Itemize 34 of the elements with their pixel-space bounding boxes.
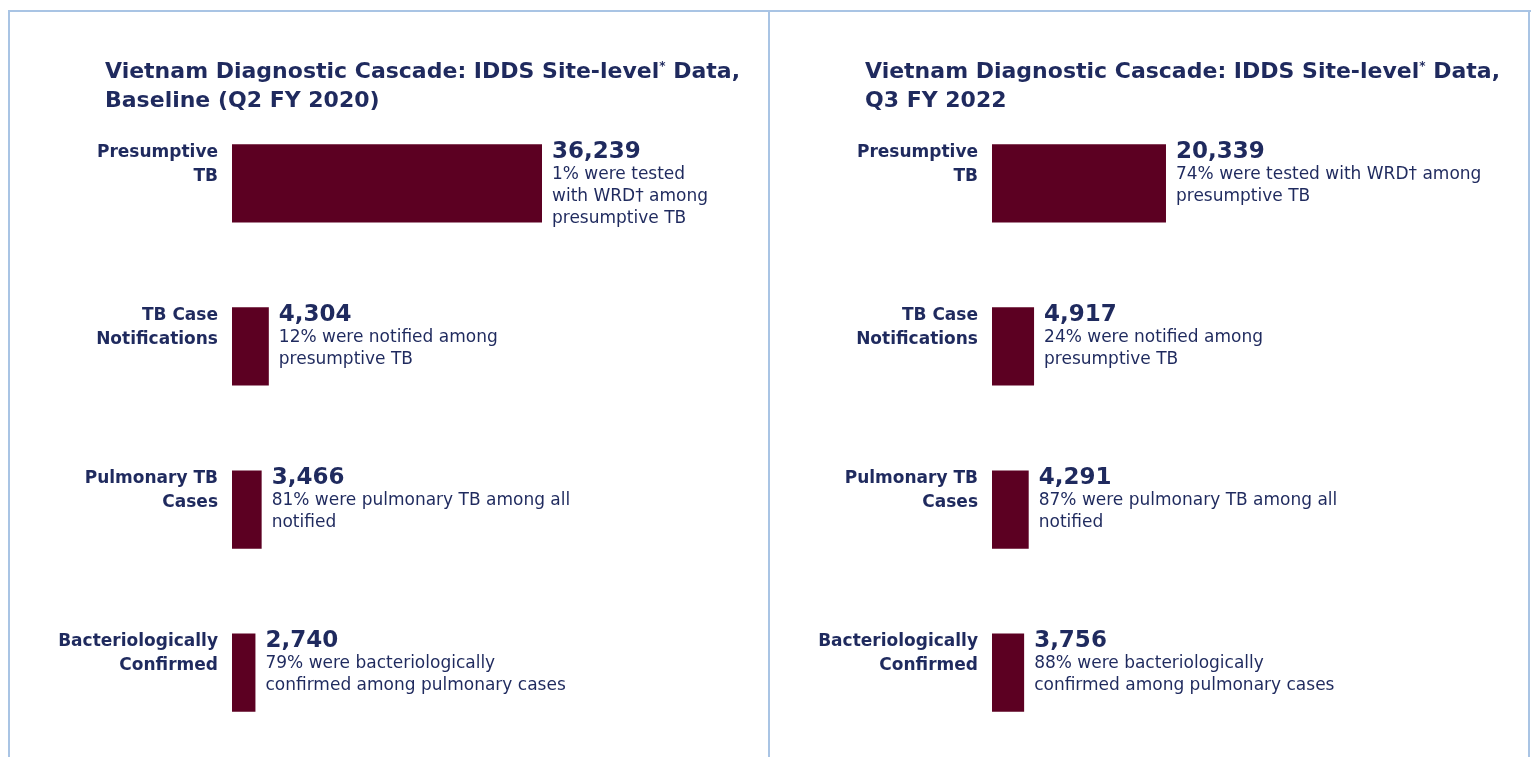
data-label: 36,239 bbox=[552, 137, 641, 164]
annotation: 1% were tested with WRD† among presumptive TB bbox=[552, 163, 709, 228]
chart-title: Vietnam Diagnostic Cascade: IDDS Site-level$^{*}$ Data, Baseline (Q2 FY 2020) bbox=[105, 58, 741, 113]
annotation: 79% were bacteriologically confirmed among pulmonary cases bbox=[265, 652, 566, 695]
bar bbox=[992, 307, 1035, 386]
y-tick-label: TB Case Notifications bbox=[856, 304, 978, 349]
data-label: 3,756 bbox=[1034, 626, 1107, 653]
y-tick-label: Bacteriologically Confirmed bbox=[818, 630, 978, 675]
bar bbox=[232, 470, 262, 549]
annotation: 74% were tested with WRD† among presumptive TB bbox=[1175, 163, 1482, 206]
data-label: 4,304 bbox=[278, 300, 352, 327]
annotation: 81% were pulmonary TB among all notified bbox=[271, 489, 571, 532]
data-label: 4,291 bbox=[1038, 463, 1112, 490]
bar bbox=[232, 633, 256, 712]
y-tick-label: Presumptive TB bbox=[856, 141, 978, 186]
data-label: 20,339 bbox=[1175, 137, 1265, 164]
annotation: 87% were pulmonary TB among all notified bbox=[1038, 489, 1338, 532]
annotation: 24% were notified among presumptive TB bbox=[1044, 326, 1263, 369]
y-tick-label: TB Case Notifications bbox=[96, 304, 218, 349]
bar bbox=[232, 144, 542, 223]
data-label: 2,740 bbox=[265, 626, 339, 653]
y-tick-label: Presumptive TB bbox=[96, 141, 218, 186]
bar bbox=[232, 307, 269, 386]
y-tick-label: Pulmonary TB Cases bbox=[844, 467, 978, 512]
y-tick-label: Pulmonary TB Cases bbox=[84, 467, 218, 512]
bar bbox=[992, 470, 1029, 549]
y-tick-label: Bacteriologically Confirmed bbox=[58, 630, 218, 675]
annotation: 88% were bacteriologically confirmed among pulmonary cases bbox=[1034, 652, 1335, 695]
annotation: 12% were notified among presumptive TB bbox=[278, 326, 498, 369]
data-label: 3,466 bbox=[271, 463, 345, 490]
chart-title: Vietnam Diagnostic Cascade: IDDS Site-level$^{*}$ Data, Q3 FY 2022 bbox=[865, 58, 1501, 113]
data-label: 4,917 bbox=[1044, 300, 1117, 327]
bar bbox=[992, 633, 1025, 712]
bar bbox=[992, 144, 1166, 223]
